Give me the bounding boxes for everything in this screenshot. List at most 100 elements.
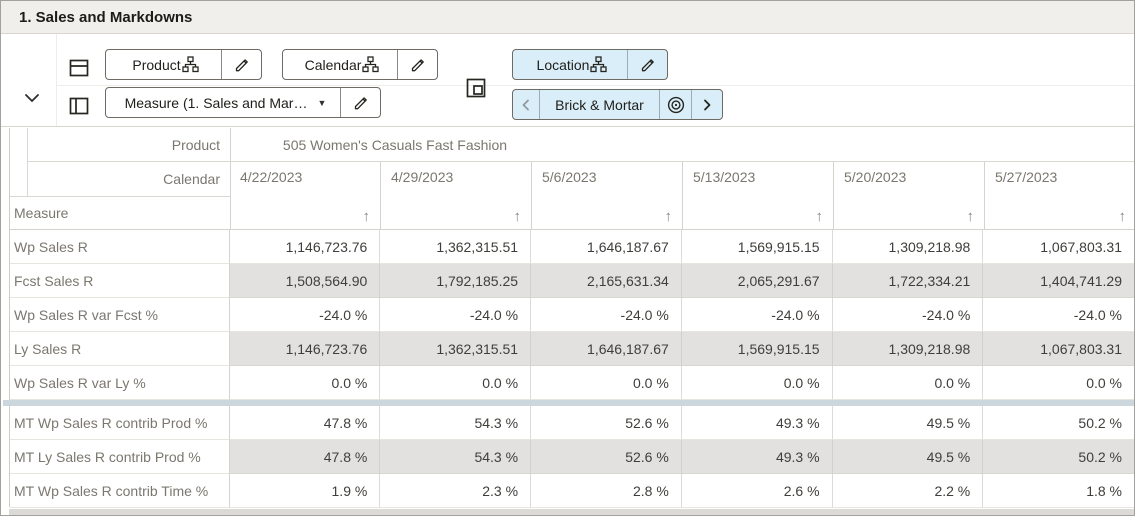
calendar-column-header[interactable]: 4/22/2023 ↑ bbox=[230, 162, 381, 229]
grid-cell[interactable]: 54.3 % bbox=[380, 440, 532, 474]
grid-cell[interactable]: 0.0 % bbox=[983, 366, 1134, 400]
sort-ascending-icon[interactable]: ↑ bbox=[362, 208, 371, 225]
grid-cell[interactable]: 1,569,915.15 bbox=[681, 332, 833, 366]
calendar-column-header[interactable]: 5/27/2023 ↑ bbox=[985, 162, 1134, 229]
grid-cell[interactable]: 1,309,218.98 bbox=[832, 332, 984, 366]
grid-cell[interactable]: 2.3 % bbox=[380, 474, 532, 508]
column-header-date: 4/22/2023 bbox=[240, 169, 303, 185]
measure-selector[interactable]: Measure (1. Sales and Mar… ▼ bbox=[106, 88, 340, 117]
grid-cell[interactable]: 1.9 % bbox=[229, 474, 381, 508]
pivot-toolbar: Product Calendar bbox=[1, 34, 1134, 127]
grid-cell[interactable]: 49.3 % bbox=[681, 406, 833, 440]
calendar-chip-body: Calendar bbox=[283, 50, 397, 79]
table-row: MT Wp Sales R contrib Prod % 47.8 % 54.3 %… bbox=[10, 406, 1134, 440]
grid-cell[interactable]: 1,569,915.15 bbox=[681, 230, 833, 264]
grid-cell[interactable]: 0.0 % bbox=[832, 366, 984, 400]
calendar-column-header[interactable]: 5/13/2023 ↑ bbox=[683, 162, 834, 229]
grid-cell[interactable]: 1,362,315.51 bbox=[380, 332, 532, 366]
column-header-date: 4/29/2023 bbox=[391, 169, 454, 185]
grid-cell[interactable]: 1,722,334.21 bbox=[832, 264, 984, 298]
grid-cell[interactable]: 47.8 % bbox=[229, 406, 381, 440]
row-header-measure-label: Measure bbox=[14, 205, 69, 221]
previous-slice-button[interactable] bbox=[513, 90, 539, 119]
product-chip-label: Product bbox=[132, 56, 181, 73]
hierarchy-icon[interactable] bbox=[589, 55, 608, 74]
table-row: Ly Sales R 1,146,723.76 1,362,315.51 1,646,… bbox=[10, 332, 1134, 366]
calendar-column-header[interactable]: 5/6/2023 ↑ bbox=[532, 162, 683, 229]
edit-location-button[interactable] bbox=[627, 50, 667, 79]
grid-cell[interactable]: 49.3 % bbox=[681, 440, 833, 474]
worksheet-title-bar: 1. Sales and Markdowns bbox=[1, 1, 1134, 34]
grid-cell[interactable]: 54.3 % bbox=[380, 406, 532, 440]
grid-cell[interactable]: 1,067,803.31 bbox=[983, 230, 1134, 264]
product-dimension-chip[interactable]: Product bbox=[105, 49, 262, 80]
next-slice-button[interactable] bbox=[691, 90, 722, 119]
grid-cell[interactable]: 49.5 % bbox=[832, 440, 984, 474]
grid-cell[interactable]: 1,792,185.25 bbox=[380, 264, 532, 298]
grid-cell[interactable]: -24.0 % bbox=[531, 298, 682, 332]
grid-cell[interactable]: 52.6 % bbox=[531, 406, 682, 440]
measure-row-label: Wp Sales R bbox=[10, 230, 230, 264]
grid-cell[interactable]: -24.0 % bbox=[983, 298, 1134, 332]
grid-cell[interactable]: 1,508,564.90 bbox=[229, 264, 381, 298]
grid-cell[interactable]: -24.0 % bbox=[229, 298, 381, 332]
measure-dimension-chip[interactable]: Measure (1. Sales and Mar… ▼ bbox=[105, 87, 381, 118]
toolbar-divider bbox=[56, 34, 57, 126]
calendar-dimension-chip[interactable]: Calendar bbox=[282, 49, 438, 80]
grid-cell[interactable]: -24.0 % bbox=[832, 298, 984, 332]
grid-cell[interactable]: 47.8 % bbox=[229, 440, 381, 474]
sort-ascending-icon[interactable]: ↑ bbox=[966, 208, 975, 225]
hierarchy-icon[interactable] bbox=[181, 55, 200, 74]
grid-cell[interactable]: 0.0 % bbox=[531, 366, 682, 400]
grid-cell[interactable]: 1.8 % bbox=[983, 474, 1134, 508]
calendar-column-header[interactable]: 4/29/2023 ↑ bbox=[381, 162, 532, 229]
edit-calendar-button[interactable] bbox=[397, 50, 437, 79]
table-row: Fcst Sales R 1,508,564.90 1,792,185.25 2,16… bbox=[10, 264, 1134, 298]
grid-cell[interactable]: 49.5 % bbox=[832, 406, 984, 440]
grid-cell[interactable]: 1,067,803.31 bbox=[983, 332, 1134, 366]
grid-cell[interactable]: 0.0 % bbox=[229, 366, 381, 400]
sort-ascending-icon[interactable]: ↑ bbox=[513, 208, 522, 225]
grid-cell[interactable]: 50.2 % bbox=[983, 406, 1134, 440]
calendar-column-header[interactable]: 5/20/2023 ↑ bbox=[834, 162, 985, 229]
grid-cell[interactable]: 1,309,218.98 bbox=[832, 230, 984, 264]
current-slice-label-cell[interactable]: Brick & Mortar bbox=[539, 90, 659, 119]
grid-cell[interactable]: -24.0 % bbox=[380, 298, 532, 332]
measure-row-label: MT Wp Sales R contrib Time % bbox=[10, 474, 230, 508]
product-chip-body: Product bbox=[106, 50, 221, 79]
grid-cell[interactable]: 50.2 % bbox=[983, 440, 1134, 474]
grid-cell[interactable]: -24.0 % bbox=[681, 298, 833, 332]
grid-cell[interactable]: 2.2 % bbox=[832, 474, 984, 508]
sort-ascending-icon[interactable]: ↑ bbox=[815, 208, 824, 225]
grid-cell[interactable]: 1,362,315.51 bbox=[380, 230, 532, 264]
grid-cell[interactable]: 0.0 % bbox=[380, 366, 532, 400]
grid-cell[interactable]: 0.0 % bbox=[681, 366, 833, 400]
grid-cell[interactable]: 2.8 % bbox=[531, 474, 682, 508]
grid-cell[interactable]: 1,646,187.67 bbox=[531, 332, 682, 366]
sort-ascending-icon[interactable]: ↑ bbox=[1118, 208, 1127, 225]
measure-row-label: MT Ly Sales R contrib Prod % bbox=[10, 440, 230, 474]
grid-line bbox=[10, 229, 1134, 230]
edit-pencil-icon bbox=[411, 58, 424, 71]
row-dimensions-icon bbox=[67, 56, 91, 80]
grid-line bbox=[230, 128, 231, 229]
measure-row-label: MT Wp Sales R contrib Prod % bbox=[10, 406, 230, 440]
grid-cell[interactable]: 1,146,723.76 bbox=[229, 332, 381, 366]
grid-line bbox=[27, 161, 1134, 162]
grid-cell[interactable]: 1,146,723.76 bbox=[229, 230, 381, 264]
hierarchy-icon[interactable] bbox=[361, 55, 380, 74]
edit-measure-button[interactable] bbox=[340, 88, 380, 117]
scope-target-button[interactable] bbox=[659, 90, 691, 119]
location-dimension-chip[interactable]: Location bbox=[512, 49, 668, 80]
table-row: MT Ly Sales R contrib Prod % 47.8 % 54.3 %… bbox=[10, 440, 1134, 474]
grid-cell[interactable]: 2,065,291.67 bbox=[681, 264, 833, 298]
grid-cell[interactable]: 2.6 % bbox=[681, 474, 833, 508]
grid-cell[interactable]: 2,165,631.34 bbox=[531, 264, 682, 298]
collapse-toolbar-button[interactable] bbox=[21, 89, 43, 107]
edit-product-button[interactable] bbox=[221, 50, 261, 79]
grid-cell[interactable]: 1,646,187.67 bbox=[531, 230, 682, 264]
location-slice-navigator: Brick & Mortar bbox=[512, 89, 723, 120]
grid-cell[interactable]: 52.6 % bbox=[531, 440, 682, 474]
sort-ascending-icon[interactable]: ↑ bbox=[664, 208, 673, 225]
grid-cell[interactable]: 1,404,741.29 bbox=[983, 264, 1134, 298]
